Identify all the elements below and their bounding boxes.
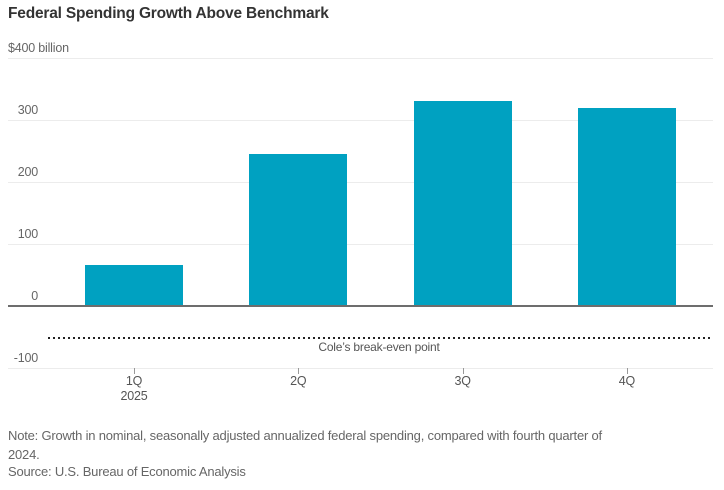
breakeven-label: Cole’s break-even point bbox=[318, 340, 440, 354]
bar-1q bbox=[85, 265, 183, 306]
y-tick-label-200: 200 bbox=[17, 164, 38, 179]
gridline-100 bbox=[8, 243, 713, 245]
gridline-400 bbox=[8, 58, 713, 59]
y-tick-label-300: 300 bbox=[17, 102, 38, 117]
x-tick-label-3q: 3Q bbox=[454, 374, 471, 388]
bar-3q bbox=[413, 101, 512, 306]
breakeven-dotted-line bbox=[48, 336, 710, 339]
gridline--100 bbox=[8, 367, 713, 369]
gridline-300 bbox=[8, 119, 713, 121]
bar-4q bbox=[577, 107, 676, 306]
x-tick-label-4q: 4Q bbox=[618, 374, 636, 388]
y-tick-label-100: 100 bbox=[17, 226, 38, 241]
x-tick-sublabel-2025: 2025 bbox=[120, 389, 148, 403]
y-tick-label--100: -100 bbox=[13, 350, 38, 365]
x-axis-tick-3q bbox=[462, 367, 464, 374]
y-axis-unit-label: $400 billion bbox=[8, 41, 69, 55]
x-tick-label-2q: 2Q bbox=[290, 374, 307, 388]
zero-baseline bbox=[8, 304, 713, 307]
x-axis-tick-4q bbox=[626, 367, 628, 374]
source-text: Source: U.S. Bureau of Economic Analysis bbox=[8, 464, 246, 479]
bar-2q bbox=[249, 153, 348, 306]
gridline-200 bbox=[8, 181, 713, 183]
x-axis-tick-2q bbox=[298, 367, 300, 374]
x-tick-label-1q: 1Q bbox=[125, 374, 143, 388]
note-text-line2: 2024. bbox=[8, 447, 40, 462]
chart-title: Federal Spending Growth Above Benchmark bbox=[8, 5, 329, 22]
note-text-line1: Note: Growth in nominal, seasonally adju… bbox=[8, 428, 602, 443]
y-tick-label-0: 0 bbox=[31, 288, 38, 303]
x-axis-tick-1q bbox=[134, 367, 135, 374]
